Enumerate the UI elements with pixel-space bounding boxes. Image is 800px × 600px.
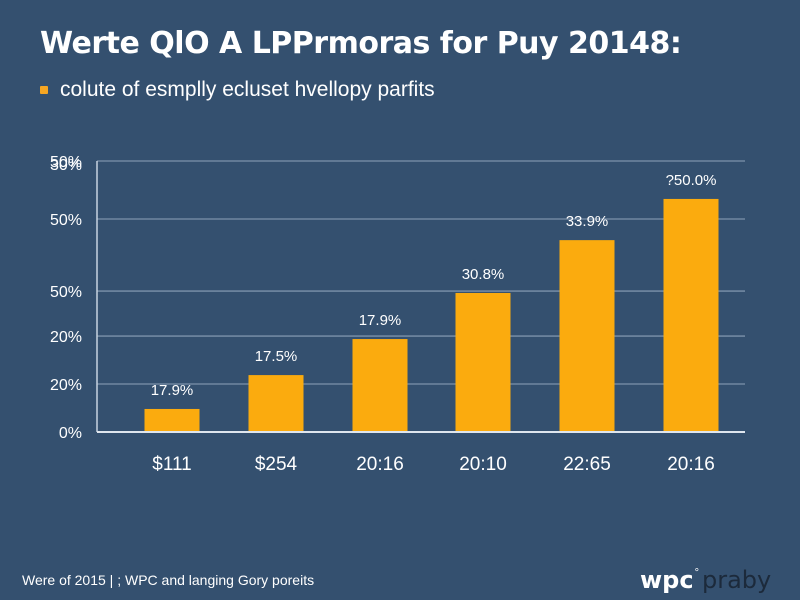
- chart-title: Werte QlO A LPPrmoras for Puy 20148:: [40, 26, 682, 61]
- bar: [248, 375, 304, 432]
- y-tick-label: 20%: [50, 377, 82, 394]
- data-label: 30.8%: [462, 266, 505, 283]
- x-axis-ticks: $111 $254 20:16 20:10 22:65 20:16: [152, 454, 715, 475]
- bar: [559, 240, 615, 432]
- y-tick-label: 50%: [50, 154, 82, 171]
- data-label: ?50.0%: [666, 172, 717, 189]
- y-tick-label: 30%: [50, 157, 82, 174]
- bar: [455, 292, 511, 432]
- x-tick-label: $254: [255, 454, 298, 475]
- data-label: 33.9%: [566, 213, 609, 230]
- x-tick-label: 20:10: [459, 454, 507, 475]
- chart-subtitle: colute of esmplly ecluset hvellopy parfi…: [60, 78, 435, 101]
- y-tick-label: 20%: [50, 329, 82, 346]
- bar: [144, 408, 200, 432]
- data-labels: 17.9% 17.5% 17.9% 30.8% 33.9% ?50.0%: [151, 172, 717, 399]
- bar: [663, 198, 719, 432]
- x-tick-label: 20:16: [667, 454, 715, 475]
- x-tick-label: $111: [152, 454, 191, 475]
- logo-secondary: praby: [701, 566, 772, 594]
- y-tick-label: 0%: [59, 425, 82, 442]
- brand-logo: wpc ° praby: [640, 566, 771, 594]
- data-label: 17.9%: [359, 312, 402, 329]
- data-label: 17.5%: [255, 348, 298, 365]
- bullet-icon: [40, 86, 48, 94]
- data-label: 17.9%: [151, 382, 194, 399]
- gridlines: [97, 160, 745, 385]
- y-tick-label: 50%: [50, 284, 82, 301]
- logo-primary: wpc: [640, 566, 694, 594]
- x-tick-label: 22:65: [563, 454, 611, 475]
- y-tick-label: 50%: [50, 212, 82, 229]
- x-tick-label: 20:16: [356, 454, 404, 475]
- footer-caption: Were of 2015 | ; WPC and langing Gory po…: [22, 572, 315, 588]
- y-axis-ticks: 0%20%20%50%50%30%50%: [50, 154, 82, 442]
- logo-mark: °: [694, 567, 699, 579]
- bar: [352, 339, 408, 432]
- subtitle-row: colute of esmplly ecluset hvellopy parfi…: [40, 78, 435, 102]
- bars: [144, 198, 719, 432]
